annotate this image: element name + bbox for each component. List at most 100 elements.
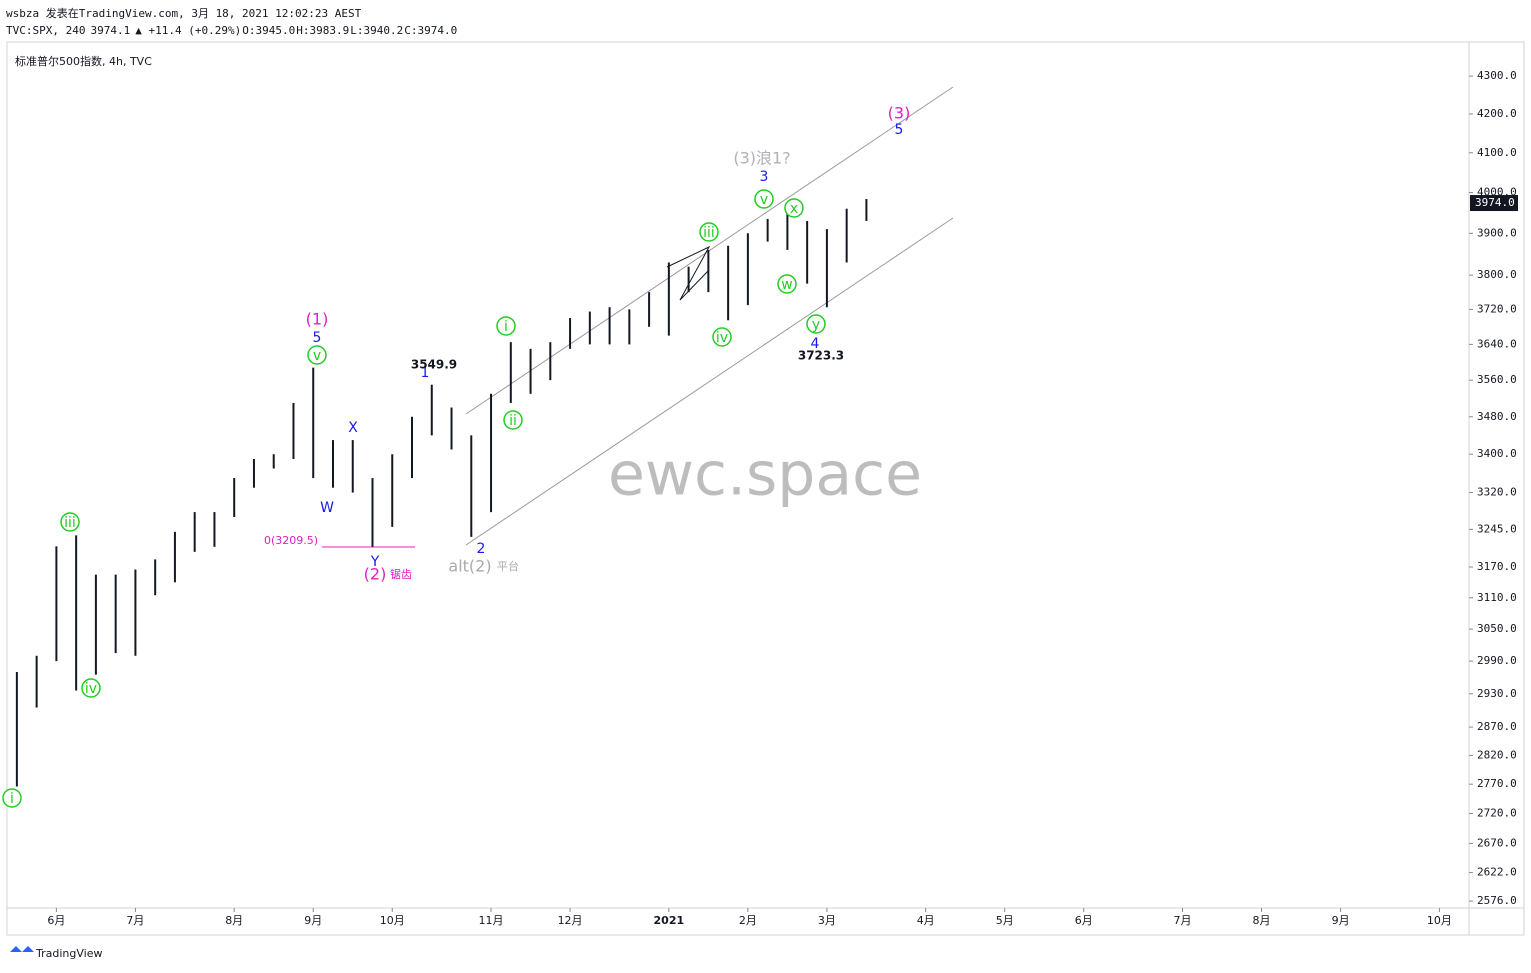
wave-circle bbox=[777, 274, 797, 294]
wave-label: w bbox=[781, 277, 792, 293]
wave-label: i bbox=[10, 791, 14, 807]
wave-circle bbox=[699, 222, 719, 242]
chart-frame bbox=[6, 41, 1525, 936]
last-price-label: 3974.0 bbox=[1475, 196, 1515, 209]
publish-info: wsbza 发表在TradingView.com, 3月 18, 2021 12… bbox=[6, 6, 362, 20]
y-tick-label: 2990.0 bbox=[1477, 654, 1517, 667]
header-text: TVC:SPX, 240 bbox=[6, 24, 85, 37]
y-tick-label: 3900.0 bbox=[1477, 226, 1517, 239]
header-text: ▲ +11.4 (+0.29%) bbox=[135, 24, 241, 37]
wave-label: Y bbox=[370, 554, 380, 570]
wave-label: 5 bbox=[895, 122, 904, 138]
wave-circle bbox=[307, 345, 327, 365]
footer-brand: TradingView bbox=[35, 947, 102, 960]
x-tick-label: 11月 bbox=[479, 914, 504, 927]
header-text: O: bbox=[242, 24, 255, 37]
wave-label: (1) bbox=[306, 310, 329, 329]
wave-circle bbox=[712, 327, 732, 347]
y-tick-label: 2720.0 bbox=[1477, 807, 1517, 820]
wave-label: 3 bbox=[760, 169, 769, 185]
x-tick-label: 8月 bbox=[1253, 914, 1271, 927]
x-tick-label: 10月 bbox=[380, 914, 405, 927]
wave-label: 平台 bbox=[497, 559, 519, 573]
x-tick-label: 8月 bbox=[225, 914, 243, 927]
triangle-drawing bbox=[666, 245, 711, 301]
header-text: H: bbox=[296, 24, 309, 37]
y-tick-label: 3720.0 bbox=[1477, 302, 1517, 315]
wave-label: ii bbox=[509, 413, 517, 429]
wave-circle bbox=[503, 410, 523, 430]
y-tick-label: 2576.0 bbox=[1477, 894, 1517, 907]
x-tick-label: 7月 bbox=[126, 914, 144, 927]
wave-label: (3)浪1? bbox=[733, 149, 790, 168]
y-tick-label: 3480.0 bbox=[1477, 410, 1517, 423]
y-tick-label: 4300.0 bbox=[1477, 69, 1517, 82]
wave-label: iii bbox=[64, 515, 76, 531]
wave-label: iii bbox=[703, 225, 715, 241]
header-text: 3945.0 bbox=[255, 24, 295, 37]
wave-label: v bbox=[760, 192, 768, 208]
x-tick-label: 9月 bbox=[1332, 914, 1350, 927]
wave-label: iv bbox=[716, 330, 728, 346]
wave-circle bbox=[2, 788, 22, 808]
wave-circle bbox=[496, 316, 516, 336]
x-tick-label: 4月 bbox=[917, 914, 935, 927]
wave-label: 1 bbox=[421, 365, 430, 381]
y-tick-label: 3110.0 bbox=[1477, 591, 1517, 604]
y-tick-label: 3170.0 bbox=[1477, 560, 1517, 573]
wave-label: 3723.3 bbox=[798, 349, 844, 363]
x-tick-label: 6月 bbox=[1075, 914, 1093, 927]
wave-label: X bbox=[348, 420, 358, 436]
wave-label: x bbox=[790, 201, 798, 217]
wave-label: 3549.9 bbox=[411, 358, 457, 372]
y-tick-label: 3800.0 bbox=[1477, 268, 1517, 281]
y-tick-label: 3560.0 bbox=[1477, 373, 1517, 386]
wave-label: i bbox=[504, 319, 508, 335]
header-text: 3983.9 bbox=[309, 24, 349, 37]
wave-label: v bbox=[313, 348, 321, 364]
chart-title: 标准普尔500指数, 4h, TVC bbox=[15, 54, 152, 68]
y-tick-label: 3245.0 bbox=[1477, 522, 1517, 535]
header-text: C: bbox=[404, 24, 417, 37]
y-tick-label: 2770.0 bbox=[1477, 777, 1517, 790]
x-tick-label: 6月 bbox=[47, 914, 65, 927]
header-text: 3940.2 bbox=[363, 24, 403, 37]
y-tick-label: 2670.0 bbox=[1477, 836, 1517, 849]
y-tick-label: 3320.0 bbox=[1477, 486, 1517, 499]
y-tick-label: 3640.0 bbox=[1477, 337, 1517, 350]
y-tick-label: 3400.0 bbox=[1477, 447, 1517, 460]
channel-line bbox=[465, 86, 954, 415]
wave-circle bbox=[784, 198, 804, 218]
wave-circle bbox=[81, 678, 101, 698]
wave-label: iv bbox=[85, 681, 97, 697]
header-text: 3974.0 bbox=[417, 24, 457, 37]
wave-label: 锯齿 bbox=[390, 567, 412, 581]
wave-label: 5 bbox=[313, 330, 322, 346]
watermark: ewc.space bbox=[608, 440, 922, 510]
wave-label: y bbox=[812, 317, 820, 333]
channel-line bbox=[465, 217, 954, 546]
y-tick-label: 2930.0 bbox=[1477, 687, 1517, 700]
wave-label: W bbox=[320, 500, 334, 516]
wave-circle bbox=[806, 314, 826, 334]
wave-label: 4 bbox=[811, 336, 820, 352]
y-tick-label: 4100.0 bbox=[1477, 146, 1517, 159]
symbol-line: TVC:SPX, 240 3974.1 ▲ +11.4 (+0.29%) O: 3945… bbox=[6, 24, 457, 37]
last-price-box bbox=[1470, 195, 1518, 212]
y-tick-label: 2622.0 bbox=[1477, 866, 1517, 879]
tv-logo bbox=[10, 946, 34, 952]
wave-label: 2 bbox=[477, 541, 486, 557]
x-tick-label: 5月 bbox=[996, 914, 1014, 927]
y-tick-label: 2870.0 bbox=[1477, 720, 1517, 733]
y-tick-label: 2820.0 bbox=[1477, 748, 1517, 761]
wave-label: (2) bbox=[364, 565, 387, 584]
y-tick-label: 3050.0 bbox=[1477, 622, 1517, 635]
header-text: L: bbox=[350, 24, 363, 37]
x-tick-label: 2021 bbox=[654, 914, 685, 927]
wave-circle bbox=[60, 512, 80, 532]
wave-label: (3) bbox=[888, 104, 911, 123]
wave-label: alt(2) bbox=[448, 557, 491, 576]
x-tick-label: 12月 bbox=[558, 914, 583, 927]
x-tick-label: 9月 bbox=[304, 914, 322, 927]
